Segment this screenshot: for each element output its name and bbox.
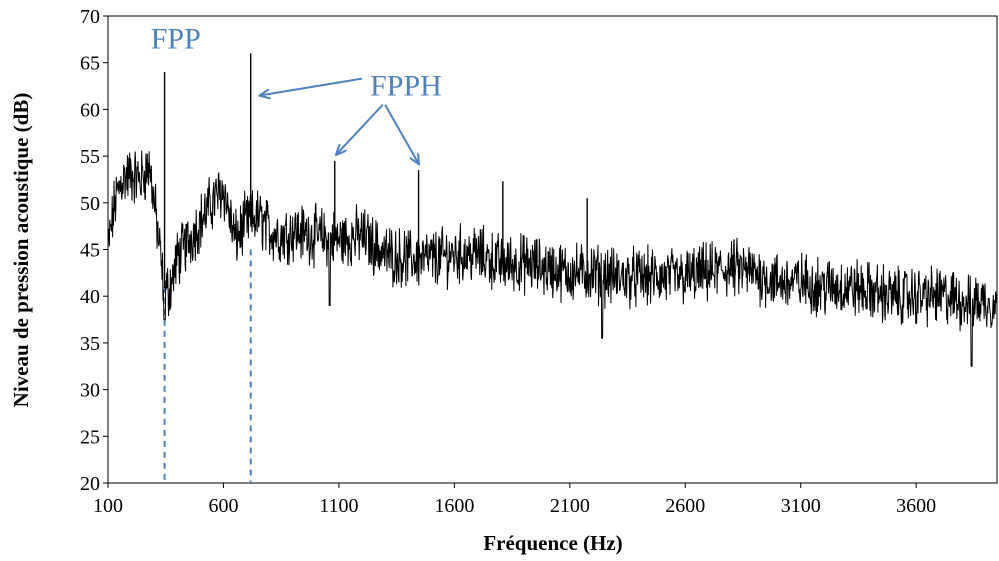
- annotation-arrow: [260, 77, 363, 96]
- y-tick-label: 70: [80, 6, 100, 28]
- y-tick-label: 20: [80, 473, 100, 495]
- x-tick-label: 3600: [896, 495, 936, 517]
- y-tick-label: 60: [80, 99, 100, 121]
- x-axis-title: Fréquence (Hz): [483, 531, 622, 555]
- series-line-spl: [107, 150, 998, 367]
- x-tick-label: 2600: [665, 495, 705, 517]
- annotation-arrows: [260, 77, 418, 164]
- annotation-arrow: [384, 104, 418, 164]
- y-tick-label: 30: [80, 380, 100, 402]
- y-tick-label: 35: [80, 333, 100, 355]
- annotation-label: FPP: [151, 23, 201, 56]
- x-axis-ticks: 100 600 1100 1600 2100 2600 3100 3600: [93, 483, 936, 517]
- annotation-arrow: [337, 104, 384, 155]
- x-tick-label: 2100: [550, 495, 590, 517]
- marker-lines: [163, 249, 252, 482]
- x-tick-label: 1600: [434, 495, 474, 517]
- x-tick-label: 1100: [319, 495, 358, 517]
- y-tick-label: 40: [80, 286, 100, 308]
- x-tick-label: 3100: [781, 495, 821, 517]
- x-tick-label: 600: [208, 495, 238, 517]
- y-tick-label: 50: [80, 193, 100, 215]
- y-tick-label: 25: [80, 426, 100, 448]
- y-axis-title: Niveau de pression acoustique (dB): [9, 93, 33, 408]
- peak-marks: [163, 53, 588, 289]
- annotation-label: FPPH: [370, 69, 442, 102]
- annotations: FPP FPPH: [151, 23, 442, 103]
- x-tick-label: 100: [93, 495, 123, 517]
- y-tick-label: 65: [80, 53, 100, 75]
- y-tick-label: 45: [80, 240, 100, 262]
- y-axis-ticks: 20 25 30 35 40 45 50 55 60 65 70: [80, 6, 108, 495]
- y-tick-label: 55: [80, 146, 100, 168]
